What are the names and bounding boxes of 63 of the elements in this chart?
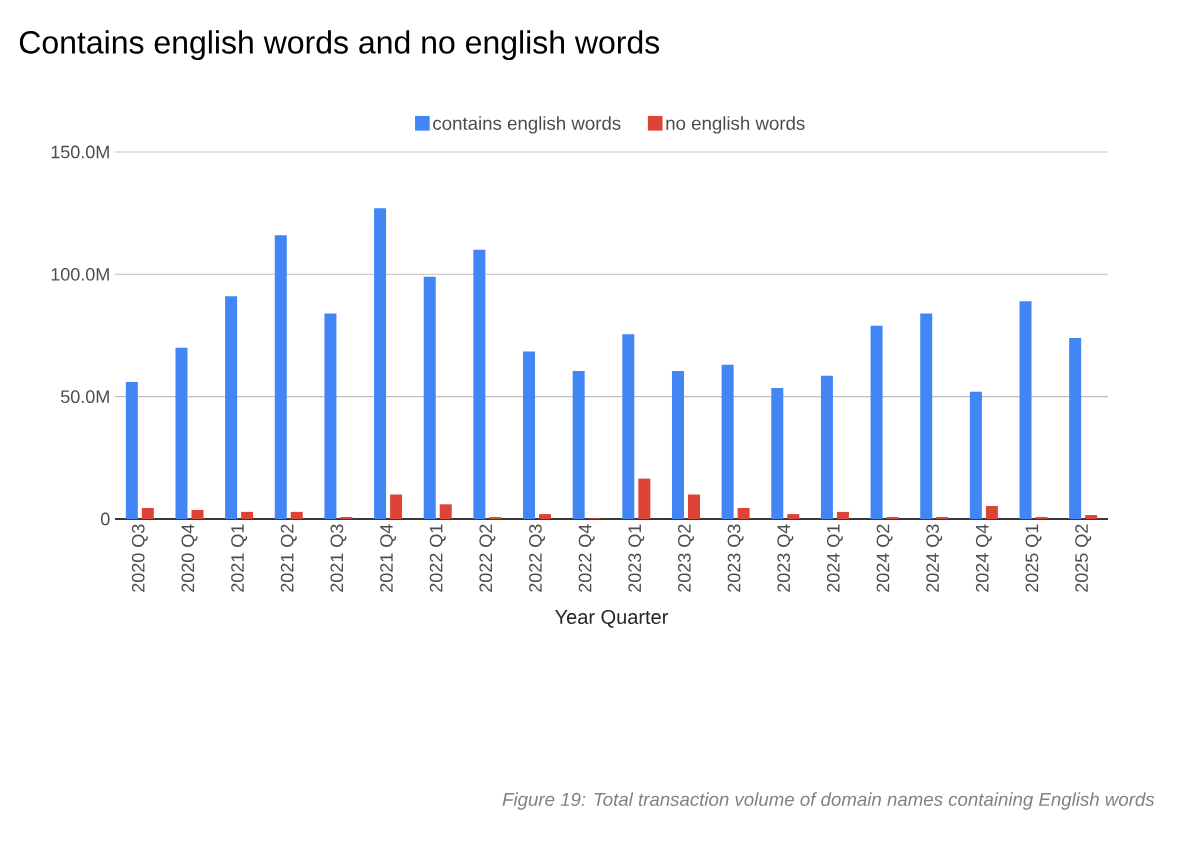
bar xyxy=(241,511,254,519)
bar xyxy=(622,334,635,519)
chart-title: Contains english words and no english words xyxy=(19,30,660,61)
bar xyxy=(390,494,403,519)
x-tick-label: 2024 Q1 xyxy=(826,524,843,592)
caption: Figure 19: Total transaction volume of domain names containing English words xyxy=(502,792,1155,810)
bar xyxy=(374,208,387,519)
y-tick-label: 50.0M xyxy=(60,390,109,404)
bar xyxy=(721,364,734,519)
x-tick-label: 2021 Q2 xyxy=(280,524,297,592)
bar xyxy=(1085,515,1098,519)
x-tick-label: 2023 Q1 xyxy=(628,524,645,592)
x-tick-label: 2024 Q4 xyxy=(975,524,992,592)
bar xyxy=(1019,301,1032,519)
bar xyxy=(969,391,982,519)
bar xyxy=(1069,337,1082,519)
bar xyxy=(523,351,536,519)
bar xyxy=(920,313,933,519)
bar xyxy=(175,347,188,519)
y-tick-label: 150.0M xyxy=(51,145,109,159)
x-tick-label: 2023 Q4 xyxy=(777,524,794,592)
bar xyxy=(836,511,849,519)
bar xyxy=(324,313,337,519)
x-tick-label: 2021 Q1 xyxy=(231,524,248,592)
bar xyxy=(439,504,452,519)
x-tick-label: 2023 Q2 xyxy=(677,524,694,592)
x-tick-label: 2025 Q2 xyxy=(1075,524,1092,592)
bar xyxy=(870,325,883,519)
bar xyxy=(125,381,138,519)
bar xyxy=(539,514,552,519)
legend-label: no english words xyxy=(666,116,805,134)
bar xyxy=(687,494,700,519)
bar xyxy=(191,509,204,519)
bar xyxy=(141,507,154,519)
x-tick-label: 2022 Q3 xyxy=(529,524,546,592)
bar xyxy=(638,478,651,519)
bar xyxy=(423,276,436,519)
x-tick-label: 2025 Q1 xyxy=(1025,524,1042,592)
bar xyxy=(290,511,303,519)
bar xyxy=(771,388,784,519)
x-axis-title: Year Quarter xyxy=(555,609,669,628)
x-tick-label: 2021 Q4 xyxy=(380,524,397,592)
bar xyxy=(820,375,833,519)
bar xyxy=(274,235,287,519)
bar xyxy=(473,249,486,519)
x-tick-label: 2024 Q3 xyxy=(926,524,943,592)
bar xyxy=(737,507,750,519)
x-tick-label: 2021 Q3 xyxy=(330,524,347,592)
x-tick-label: 2020 Q4 xyxy=(181,524,198,592)
x-tick-label: 2024 Q2 xyxy=(876,524,893,592)
x-tick-label: 2022 Q2 xyxy=(479,524,496,592)
y-tick-label: 100.0M xyxy=(51,267,109,281)
bar xyxy=(985,506,998,519)
x-tick-label: 2020 Q3 xyxy=(131,524,148,592)
x-tick-label: 2023 Q3 xyxy=(727,524,744,592)
legend-label: contains english words xyxy=(433,116,621,134)
bar xyxy=(787,514,800,519)
y-tick-label: 0 xyxy=(101,512,110,526)
bar xyxy=(671,370,684,519)
x-tick-label: 2022 Q4 xyxy=(578,524,595,592)
bar xyxy=(225,296,238,519)
bar xyxy=(572,370,585,519)
x-tick-label: 2022 Q1 xyxy=(429,524,446,592)
